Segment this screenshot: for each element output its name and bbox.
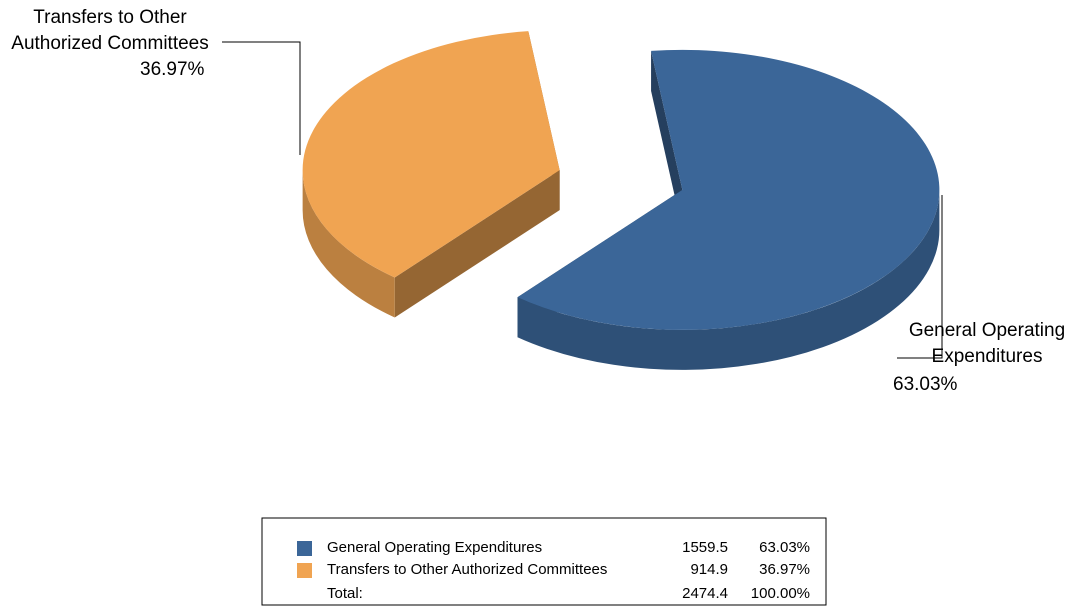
legend-amount: 914.9 xyxy=(690,561,728,578)
slice-percent: 63.03% xyxy=(893,374,958,395)
legend-swatch xyxy=(297,541,312,556)
legend-percent: 36.97% xyxy=(759,561,810,578)
slice-label: General Operating Expenditures xyxy=(908,320,1066,367)
legend-label: General Operating Expenditures xyxy=(327,539,542,556)
leader-line xyxy=(222,41,301,155)
total-label: Total: xyxy=(327,585,363,602)
slice-wall xyxy=(517,189,940,370)
slice-label: Transfers to Other Authorized Committees xyxy=(11,7,209,54)
leader-line xyxy=(897,195,943,359)
legend-box xyxy=(261,517,827,606)
legend-swatch xyxy=(297,563,312,578)
slice xyxy=(517,49,940,330)
total-amount: 2474.4 xyxy=(682,585,728,602)
legend-label: Transfers to Other Authorized Committees xyxy=(327,561,607,578)
slice xyxy=(302,31,560,278)
slice-wall xyxy=(302,170,395,318)
pie xyxy=(302,31,940,370)
legend-amount: 1559.5 xyxy=(682,539,728,556)
total-percent: 100.00% xyxy=(751,585,810,602)
legend-percent: 63.03% xyxy=(759,539,810,556)
slice-side xyxy=(651,50,683,230)
slice-side xyxy=(394,170,560,318)
slice-percent: 36.97% xyxy=(140,59,205,80)
legend: General Operating Expenditures 1559.5 63.0… xyxy=(297,539,810,602)
